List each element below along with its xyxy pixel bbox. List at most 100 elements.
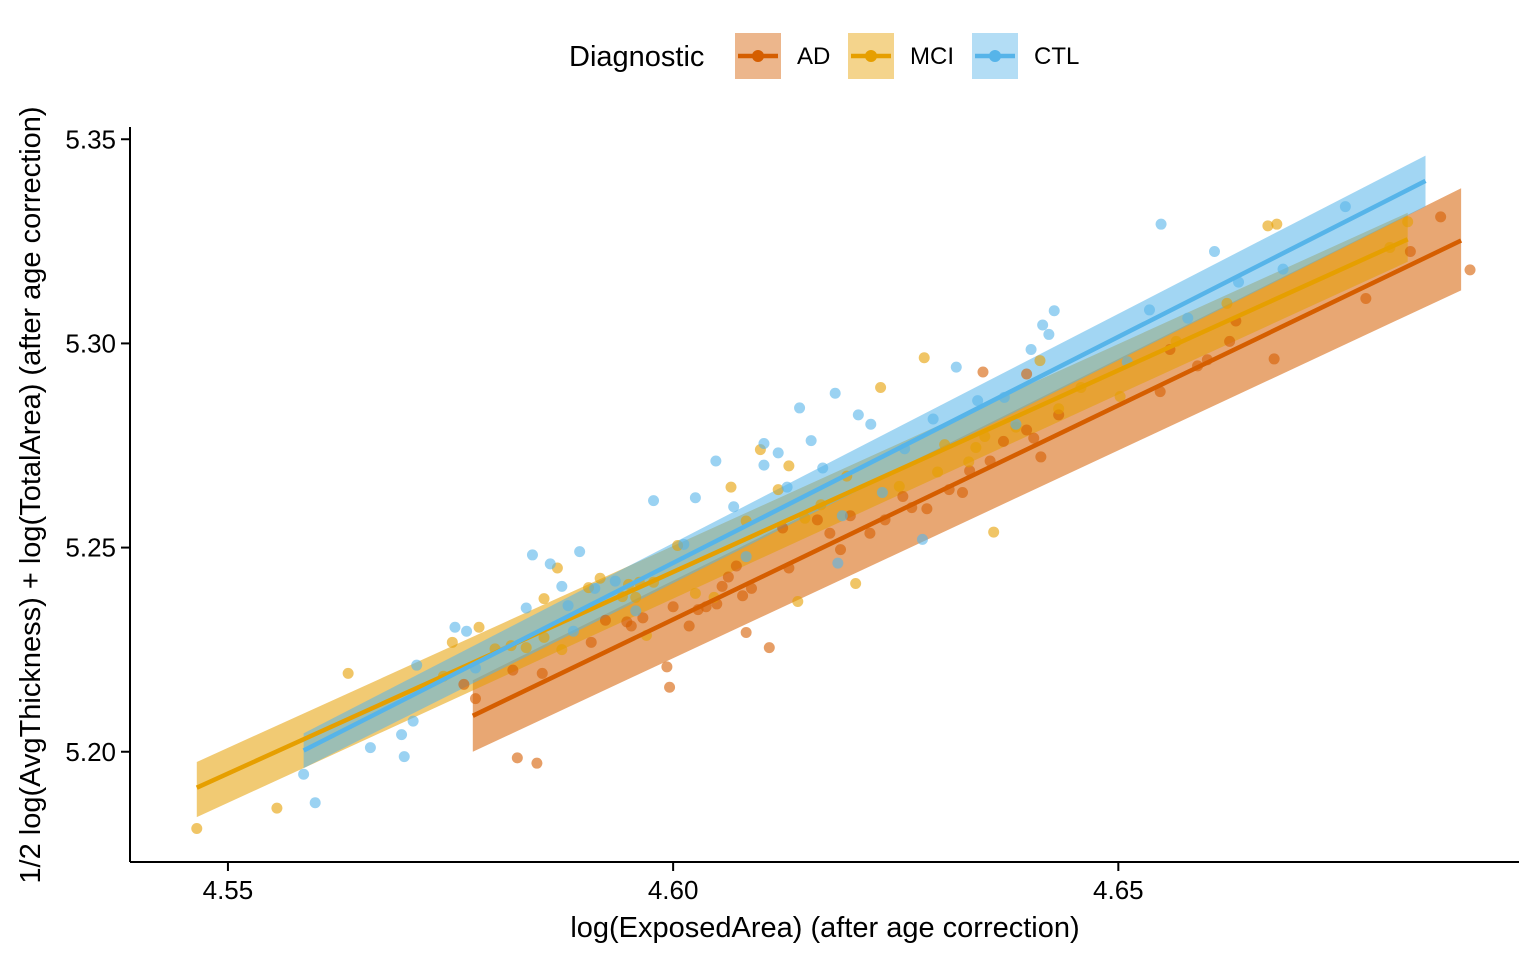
point-mci	[875, 382, 887, 394]
point-ctl	[916, 533, 928, 545]
point-mci	[594, 572, 606, 584]
point-ctl	[758, 459, 770, 471]
point-ctl	[678, 538, 690, 550]
point-mci	[342, 667, 354, 679]
point-ad	[637, 612, 649, 624]
legend: Diagnostic AD MCI CTL	[569, 33, 1079, 79]
point-ctl	[1037, 319, 1049, 331]
point-ctl	[556, 580, 568, 592]
point-ctl	[544, 558, 556, 570]
x-tick-label: 4.60	[648, 875, 699, 905]
point-ad	[585, 636, 597, 648]
point-ad	[763, 642, 775, 654]
point-ad	[737, 590, 749, 602]
point-ad	[716, 580, 728, 592]
point-ctl	[407, 715, 419, 727]
point-ctl	[1010, 418, 1022, 430]
point-ctl	[574, 546, 586, 558]
point-ctl	[309, 797, 321, 809]
point-ad	[997, 435, 1009, 447]
point-ad	[599, 614, 611, 626]
point-mci	[725, 481, 737, 493]
point-ctl	[832, 557, 844, 569]
point-mci	[893, 480, 905, 492]
point-mci	[1053, 403, 1065, 415]
point-ctl	[364, 742, 376, 754]
fit-line-ad	[471, 238, 1463, 718]
point-ad	[1224, 335, 1236, 347]
point-mci	[792, 595, 804, 607]
point-ad	[811, 514, 823, 526]
point-ctl	[927, 413, 939, 425]
point-ctl	[794, 402, 806, 414]
point-ad	[745, 582, 757, 594]
point-ad	[921, 503, 933, 515]
point-ctl	[461, 625, 473, 637]
point-ctl	[1208, 246, 1220, 258]
point-ad	[1268, 353, 1280, 365]
point-ad	[1404, 246, 1416, 258]
point-mci	[1114, 391, 1126, 402]
point-mci	[1271, 218, 1283, 230]
point-ad	[824, 527, 836, 539]
point-ad	[864, 527, 876, 539]
point-mci	[271, 802, 283, 814]
point-ctl	[609, 575, 621, 587]
point-ad	[664, 681, 676, 693]
point-ctl	[526, 549, 538, 561]
point-mci	[963, 456, 975, 468]
point-mci	[446, 636, 458, 648]
point-ad	[667, 601, 679, 613]
point-ad	[730, 560, 742, 572]
point-mci	[772, 484, 784, 496]
point-ad	[1021, 424, 1033, 436]
confidence-ribbons	[196, 155, 1462, 818]
legend-key-point-ctl	[989, 50, 1001, 62]
point-mci	[538, 631, 550, 643]
point-ctl	[852, 409, 864, 421]
point-ctl	[1155, 218, 1167, 230]
point-ad	[844, 510, 856, 522]
point-ctl	[876, 486, 888, 498]
regression-lines	[195, 178, 1463, 790]
point-ctl	[298, 768, 310, 780]
point-mci	[918, 352, 930, 364]
y-axis-title: 1/2 log(AvgThickness) + log(TotalArea) (…	[15, 106, 47, 883]
y-tick-label: 5.25	[65, 533, 116, 563]
legend-label-ad: AD	[797, 43, 830, 70]
point-ctl	[520, 602, 532, 614]
y-tick-label: 5.30	[65, 328, 116, 358]
legend-key-point-mci	[865, 50, 877, 62]
point-ctl	[710, 455, 722, 467]
point-mci	[191, 823, 203, 835]
point-ctl	[740, 551, 752, 563]
point-mci	[970, 442, 982, 454]
y-tick-label: 5.20	[65, 737, 116, 767]
point-ctl	[1339, 201, 1351, 213]
point-ad	[536, 667, 548, 679]
point-ad	[507, 664, 519, 676]
fit-line-ctl	[302, 178, 1427, 753]
point-ctl	[396, 729, 408, 741]
point-ctl	[1025, 344, 1037, 356]
axes	[129, 127, 1519, 863]
point-ad	[1464, 264, 1476, 276]
x-axis-title: log(ExposedArea) (after age correction)	[570, 912, 1079, 944]
point-mci	[1402, 216, 1414, 228]
point-mci	[932, 466, 944, 478]
point-ad	[511, 752, 523, 764]
point-mci	[556, 644, 568, 656]
point-ctl	[1182, 312, 1194, 324]
point-ad	[531, 757, 543, 769]
point-mci	[1221, 297, 1233, 309]
point-ctl	[836, 510, 848, 522]
point-ctl	[829, 387, 841, 399]
point-ctl	[630, 605, 642, 617]
point-mci	[783, 460, 795, 472]
point-ctl	[950, 361, 962, 373]
x-tick-label: 4.55	[203, 875, 254, 905]
point-ad	[1360, 293, 1372, 304]
point-ctl	[805, 435, 817, 447]
